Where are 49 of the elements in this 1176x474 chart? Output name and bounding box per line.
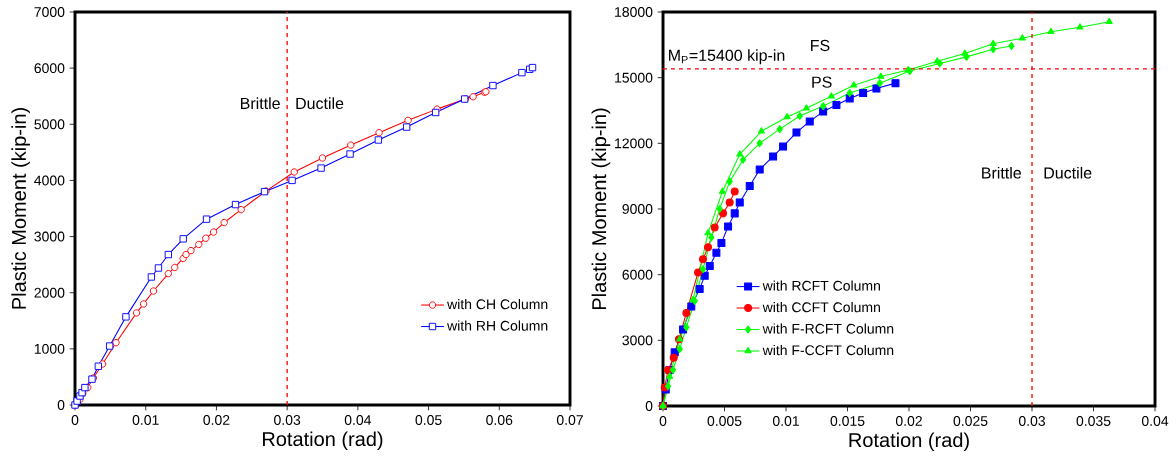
- y-tick-label: 4000: [34, 175, 65, 186]
- annotation: Brittle: [241, 97, 280, 110]
- legend-label: with RH Column: [447, 320, 548, 331]
- x-tick-label: 0.04: [1141, 416, 1169, 426]
- x-tick-label: 0.01: [132, 415, 159, 425]
- y-tick-label: 7000: [34, 7, 65, 17]
- y-tick-label: 3000: [34, 231, 65, 242]
- x-tick-label: 0.03: [1018, 416, 1046, 426]
- x-tick-label: 0.02: [895, 416, 922, 426]
- x-tick-label: 0.025: [953, 416, 988, 426]
- x-tick-label: 0.05: [415, 415, 442, 425]
- x-tick-label: 0: [659, 416, 667, 426]
- annotation: Brittle: [982, 166, 1021, 179]
- x-tick-label: 0.01: [772, 416, 799, 426]
- y-tick-label: 0: [57, 400, 65, 410]
- y-tick-label: 2000: [34, 287, 65, 298]
- legend-label: with F-CCFT Column: [762, 344, 894, 356]
- x-tick-label: 0: [71, 415, 79, 425]
- y-tick-label: 15000: [615, 72, 653, 83]
- annotation: FS: [811, 39, 830, 52]
- y-tick-label: 18000: [615, 7, 653, 17]
- x-tick-label: 0.07: [556, 415, 583, 425]
- y-axis-title: Plastic Moment (kip-in): [591, 108, 611, 310]
- x-tick-label: 0.005: [707, 416, 742, 426]
- annotation: Ductile: [1044, 166, 1092, 179]
- y-tick-label: 1000: [34, 343, 65, 354]
- x-axis-title: Rotation (rad): [262, 431, 383, 451]
- annotation: Ductile: [296, 97, 344, 110]
- x-tick-label: 0.04: [344, 415, 372, 425]
- ref-line-label: M$_{P}$=15400 kip-in: [669, 49, 785, 65]
- y-tick-label: 12000: [615, 138, 653, 149]
- x-axis-title: Rotation (rad): [849, 432, 969, 452]
- y-tick-label: 9000: [622, 204, 653, 214]
- legend-label: with CH Column: [447, 298, 548, 310]
- legend-label: with CCFT Column: [762, 301, 880, 313]
- x-tick-label: 0.03: [274, 415, 301, 425]
- y-tick-label: 3000: [622, 335, 653, 346]
- y-tick-label: 5000: [34, 119, 65, 130]
- y-tick-label: 6000: [34, 63, 65, 74]
- x-tick-label: 0.015: [830, 416, 865, 426]
- x-tick-label: 0.06: [486, 415, 513, 425]
- y-tick-label: 0: [645, 401, 653, 411]
- x-tick-label: 0.02: [203, 415, 230, 425]
- x-tick-label: 0.035: [1076, 416, 1111, 426]
- y-axis-title: Plastic Moment (kip-in): [11, 108, 30, 309]
- legend-label: with RCFT Column: [762, 280, 880, 291]
- y-tick-label: 6000: [622, 269, 653, 280]
- annotation: PS: [812, 76, 832, 88]
- legend-label: with F-RCFT Column: [762, 323, 894, 334]
